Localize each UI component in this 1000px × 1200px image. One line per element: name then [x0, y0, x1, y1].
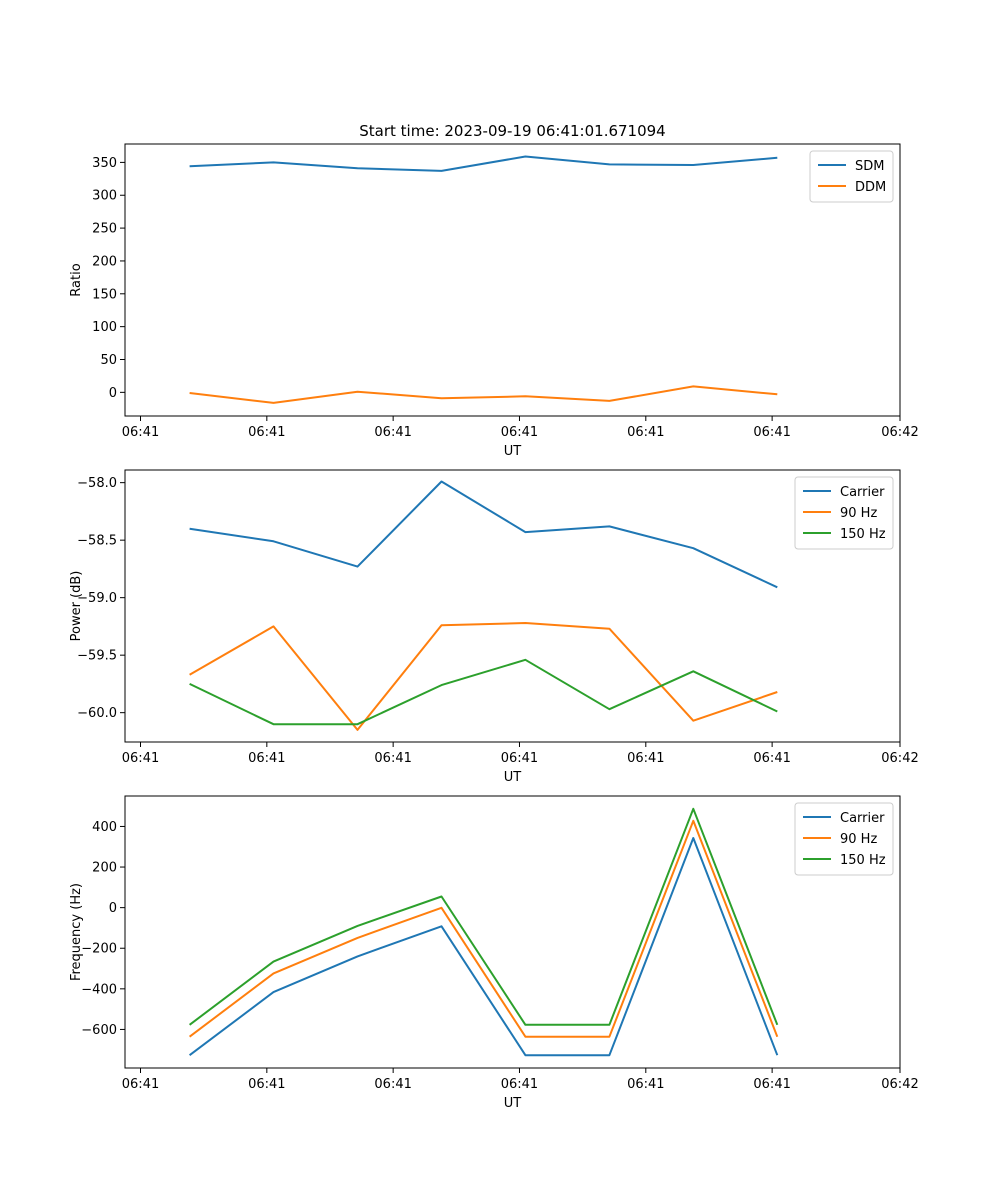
y-tick-label: 0 [109, 386, 117, 401]
panel-ratio: 06:41 06:41 06:41 06:41 06:41 06:41 06:42 0 50 10… [69, 143, 919, 459]
y-tick-label: 150 [92, 287, 117, 302]
y-tick-label: 0 [109, 901, 117, 916]
legend: Carrier 90 Hz 150 Hz [794, 476, 894, 550]
x-axis-label: UT [504, 444, 522, 459]
y-tick-label: −59.5 [77, 649, 117, 664]
axes-frame [124, 469, 901, 743]
legend-label: SDM [855, 159, 884, 174]
axes-frame [124, 795, 901, 1069]
x-tick-label: 06:41 [501, 425, 538, 440]
legend-box [794, 802, 894, 876]
x-tick-label: 06:41 [627, 751, 664, 766]
x-tick-label: 06:41 [122, 425, 159, 440]
x-tick-label: 06:41 [122, 1077, 159, 1092]
y-tick-label: −59.0 [77, 591, 117, 606]
y-axis-label: Frequency (Hz) [69, 883, 84, 981]
x-axis-label: UT [504, 1096, 522, 1111]
series-line-150-hz [189, 658, 778, 726]
legend-label: DDM [855, 180, 886, 195]
x-tick-label: 06:41 [501, 1077, 538, 1092]
series-line-150-hz [188, 807, 779, 1026]
x-tick-label: 06:42 [881, 751, 918, 766]
y-tick-label: −58.5 [77, 534, 117, 549]
series-line-sdm [189, 155, 778, 172]
y-tick-label: 350 [92, 156, 117, 171]
axes-frame [124, 143, 901, 417]
y-tick-label: −200 [81, 942, 117, 957]
x-tick-label: 06:42 [881, 1077, 918, 1092]
x-tick-label: 06:42 [881, 425, 918, 440]
x-tick-label: 06:41 [627, 425, 664, 440]
x-tick-label: 06:41 [374, 425, 411, 440]
legend-label: 150 Hz [840, 853, 886, 868]
x-tick-label: 06:41 [753, 1077, 790, 1092]
legend-label: Carrier [840, 485, 885, 500]
x-tick-label: 06:41 [248, 425, 285, 440]
y-tick-label: 200 [92, 254, 117, 269]
y-tick-label: −600 [81, 1023, 117, 1038]
legend-box [809, 150, 894, 203]
x-tick-label: 06:41 [122, 751, 159, 766]
series-line-carrier [189, 480, 778, 589]
y-tick-label: −400 [81, 982, 117, 997]
series-line-ddm [189, 385, 778, 404]
figure-title: Start time: 2023-09-19 06:41:01.671094 [359, 122, 665, 140]
y-tick-label: 100 [92, 320, 117, 335]
series-line-90-hz [189, 622, 778, 731]
y-tick-label: 250 [92, 222, 117, 237]
legend-label: Carrier [840, 811, 885, 826]
panel-power: 06:41 06:41 06:41 06:41 06:41 06:41 06:42 −60.0… [69, 469, 919, 785]
y-tick-label: 50 [100, 353, 117, 368]
x-tick-label: 06:41 [501, 751, 538, 766]
legend-label: 150 Hz [840, 527, 886, 542]
y-tick-label: 200 [92, 861, 117, 876]
y-tick-label: −60.0 [77, 706, 117, 721]
x-tick-label: 06:41 [248, 751, 285, 766]
legend: Carrier 90 Hz 150 Hz [794, 802, 894, 876]
y-tick-label: −58.0 [77, 476, 117, 491]
y-axis-label: Power (dB) [69, 571, 84, 642]
legend-label: 90 Hz [840, 506, 877, 521]
x-tick-label: 06:41 [753, 751, 790, 766]
legend-box [794, 476, 894, 550]
series-line-carrier [188, 837, 779, 1057]
x-tick-label: 06:41 [753, 425, 790, 440]
panel-frequency: 06:41 06:41 06:41 06:41 06:41 06:41 06:42 −600 −… [69, 795, 919, 1111]
y-tick-label: 300 [92, 189, 117, 204]
x-tick-label: 06:41 [374, 1077, 411, 1092]
x-tick-label: 06:41 [374, 751, 411, 766]
x-axis-label: UT [504, 770, 522, 785]
legend: SDM DDM [809, 150, 894, 203]
x-tick-label: 06:41 [627, 1077, 664, 1092]
x-tick-label: 06:41 [248, 1077, 285, 1092]
y-axis-label: Ratio [69, 263, 84, 296]
legend-label: 90 Hz [840, 832, 877, 847]
series-line-90-hz [188, 819, 779, 1038]
y-tick-label: 400 [92, 820, 117, 835]
